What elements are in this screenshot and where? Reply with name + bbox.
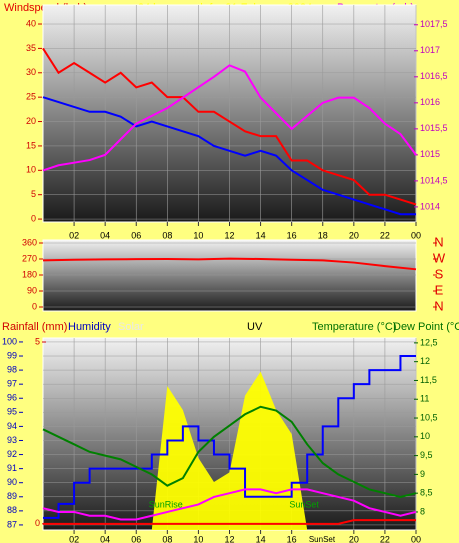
y-tick-label: 90 <box>27 285 37 295</box>
y-tick-label: E <box>435 282 444 297</box>
x-tick-label: 16 <box>287 230 297 240</box>
y-tick-label: 8 <box>420 506 425 516</box>
series-line <box>42 64 417 172</box>
x-tick-label: 10 <box>193 534 203 543</box>
y-tick-label: 88 <box>7 505 17 515</box>
y-tick-label: 87 <box>7 519 17 529</box>
plot-background <box>42 239 417 312</box>
y-tick-label: 11 <box>420 394 429 404</box>
y-tick-label: 99 <box>7 350 17 360</box>
y-tick-label: 12,5 <box>420 337 438 347</box>
series-line <box>42 96 416 216</box>
y-tick-label: 40 <box>26 18 36 28</box>
x-tick-label: 04 <box>100 534 110 543</box>
y-tick-label: 20 <box>26 116 36 126</box>
series-line <box>42 257 417 271</box>
x-tick-label: 08 <box>162 534 172 543</box>
legend-label: Humidity <box>68 321 111 333</box>
y-tick-label: 90 <box>7 477 17 487</box>
y-tick-label: 25 <box>26 92 36 102</box>
legend-label: Rainfall (mm) <box>2 321 67 333</box>
series-line <box>42 488 417 521</box>
y-tick-label: 1015,5 <box>420 123 448 133</box>
y-tick-label: 9 <box>420 469 425 479</box>
x-tick-label: 22 <box>380 230 390 240</box>
y-tick-label: N <box>434 298 443 313</box>
y-tick-label: 1017 <box>420 45 440 55</box>
x-tick-label: 06 <box>131 534 141 543</box>
y-tick-label: 180 <box>22 269 37 279</box>
y-tick-label: 30 <box>26 67 36 77</box>
solar-area <box>43 371 416 530</box>
y-tick-label: 11,5 <box>420 375 437 385</box>
y-tick-label: W <box>433 250 446 265</box>
x-tick-label: 06 <box>131 230 141 240</box>
y-tick-label: 10,5 <box>420 412 438 422</box>
x-annotation: SunSet <box>309 535 336 543</box>
legend-label: Solar <box>118 321 144 333</box>
y-tick-label: 89 <box>7 491 17 501</box>
y-tick-label: 1016 <box>420 97 440 107</box>
x-tick-label: 14 <box>256 230 266 240</box>
x-tick-label: 14 <box>256 534 266 543</box>
y-tick-label: 100 <box>2 336 17 346</box>
y-tick-label: 8,5 <box>420 488 433 498</box>
x-tick-label: 00 <box>411 230 421 240</box>
annotation: SunSet <box>289 499 319 509</box>
x-tick-label: 12 <box>224 534 234 543</box>
x-tick-label: 12 <box>224 230 234 240</box>
y-tick-label: 12 <box>420 356 430 366</box>
y-tick-label: 0 <box>32 301 37 311</box>
y-tick-label: 360 <box>22 237 37 247</box>
y-tick-label: 92 <box>7 449 17 459</box>
y-tick-label: 0 <box>31 213 36 223</box>
x-tick-label: 16 <box>287 534 297 543</box>
y-tick-label: S <box>435 266 444 281</box>
x-tick-label: 18 <box>318 230 328 240</box>
y-tick-label: 98 <box>7 364 17 374</box>
x-tick-label: 04 <box>100 230 110 240</box>
x-tick-label: 00 <box>411 534 421 543</box>
y-tick-label: 91 <box>7 463 17 473</box>
y-tick-label: 1016,5 <box>420 71 448 81</box>
y-tick-label: 0 <box>35 518 40 528</box>
y-tick-label: 1015 <box>420 149 440 159</box>
y-tick-label: 10 <box>420 431 430 441</box>
series-line <box>43 519 416 525</box>
y-tick-label: 94 <box>7 421 17 431</box>
series-line <box>42 47 417 206</box>
y-tick-label: 9,5 <box>420 450 433 460</box>
x-tick-label: 22 <box>380 534 390 543</box>
y-tick-label: 1017,5 <box>420 19 448 29</box>
y-tick-label: 5 <box>31 189 36 199</box>
x-tick-label: 02 <box>69 534 79 543</box>
x-tick-label: 02 <box>69 230 79 240</box>
y-tick-label: 5 <box>35 336 40 346</box>
x-tick-label: 10 <box>193 230 203 240</box>
y-tick-label: 95 <box>7 407 17 417</box>
y-tick-label: 35 <box>26 43 36 53</box>
y-tick-label: 1014 <box>420 201 440 211</box>
y-tick-label: 97 <box>7 379 17 389</box>
y-tick-label: 96 <box>7 393 17 403</box>
y-tick-label: 1014,5 <box>420 175 448 185</box>
y-tick-label: 10 <box>26 165 36 175</box>
y-tick-label: 93 <box>7 435 17 445</box>
x-tick-label: 08 <box>162 230 172 240</box>
legend-label: Dew Point (°C <box>393 321 459 333</box>
y-tick-label: 270 <box>22 253 37 263</box>
y-tick-label: 15 <box>26 140 36 150</box>
series-line <box>43 355 416 519</box>
y-tick-label: N <box>434 234 443 249</box>
x-tick-label: 20 <box>349 230 359 240</box>
series-line <box>42 405 417 498</box>
x-tick-label: 20 <box>349 534 359 543</box>
annotation: SunRise <box>149 499 183 509</box>
uv-label: UV <box>247 321 263 333</box>
legend-label: Temperature (°C) <box>312 321 396 333</box>
